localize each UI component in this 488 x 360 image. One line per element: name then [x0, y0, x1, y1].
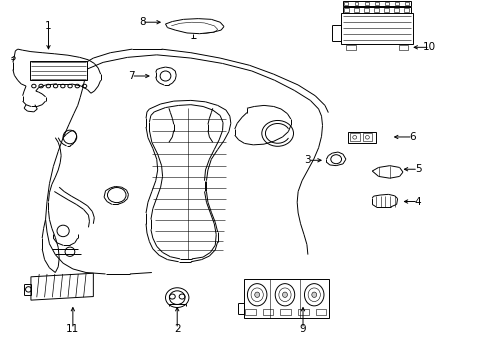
Text: 5: 5 — [414, 164, 421, 174]
Bar — [343, 1, 410, 6]
Text: 7: 7 — [128, 71, 134, 81]
Ellipse shape — [247, 284, 266, 306]
Bar — [362, 134, 371, 141]
Text: 1: 1 — [45, 21, 52, 31]
Bar — [340, 13, 412, 44]
Bar — [354, 3, 358, 5]
Ellipse shape — [254, 292, 259, 297]
Bar — [280, 309, 290, 315]
Bar — [347, 132, 375, 143]
Bar — [353, 8, 358, 12]
Bar — [393, 8, 398, 12]
Bar — [30, 60, 87, 80]
Bar — [404, 3, 408, 5]
Text: 11: 11 — [66, 324, 80, 334]
Bar — [345, 45, 355, 50]
Bar — [344, 3, 347, 5]
Bar — [343, 7, 410, 13]
Text: 3: 3 — [304, 155, 310, 165]
Text: 6: 6 — [408, 132, 415, 142]
Bar — [364, 8, 368, 12]
Bar — [394, 3, 398, 5]
Text: 8: 8 — [139, 17, 145, 27]
Bar — [343, 8, 348, 12]
Ellipse shape — [304, 284, 324, 306]
Bar — [315, 309, 326, 315]
Text: 4: 4 — [414, 197, 421, 207]
Bar — [243, 279, 328, 318]
Bar — [373, 8, 378, 12]
Bar — [404, 8, 408, 12]
Bar — [244, 309, 255, 315]
Text: 10: 10 — [423, 42, 435, 52]
Bar — [262, 309, 273, 315]
Bar — [398, 45, 407, 50]
Bar — [384, 8, 388, 12]
Text: 9: 9 — [299, 324, 305, 334]
Bar — [364, 3, 368, 5]
Bar — [349, 134, 359, 141]
Bar — [374, 3, 378, 5]
Text: 2: 2 — [174, 324, 180, 334]
Bar — [384, 3, 388, 5]
Ellipse shape — [275, 284, 294, 306]
Ellipse shape — [311, 292, 316, 297]
Polygon shape — [31, 273, 93, 300]
Ellipse shape — [282, 292, 287, 297]
Bar — [297, 309, 308, 315]
